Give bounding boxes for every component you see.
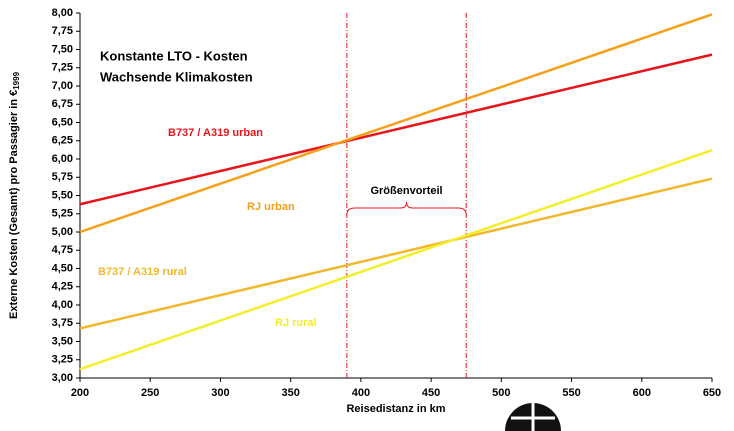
y-tick-label: 5,50	[52, 189, 73, 201]
x-tick-label: 600	[633, 387, 651, 399]
series-label: RJ urban	[247, 201, 295, 213]
series-line	[79, 149, 713, 371]
brace	[346, 201, 467, 216]
y-tick-label: 4,50	[52, 262, 73, 274]
y-tick-label: 6,50	[52, 116, 73, 128]
series-label: RJ rural	[275, 317, 317, 329]
x-tick-label: 500	[492, 387, 510, 399]
x-tick-label: 350	[281, 387, 299, 399]
chart-title: Konstante LTO - Kosten	[100, 48, 248, 63]
y-tick-label: 6,00	[52, 153, 73, 165]
x-tick-label: 300	[211, 387, 229, 399]
y-tick-label: 7,75	[52, 25, 73, 37]
logo	[505, 403, 561, 431]
x-tick-label: 200	[71, 387, 89, 399]
y-tick-label: 3,50	[52, 335, 73, 347]
x-tick-label: 550	[562, 387, 580, 399]
y-tick-label: 4,25	[52, 281, 73, 293]
series-line	[79, 53, 713, 206]
y-tick-label: 3,75	[52, 317, 73, 329]
y-tick-label: 4,75	[52, 244, 73, 256]
y-tick-label: 3,00	[52, 372, 73, 384]
y-tick-label: 5,75	[52, 171, 73, 183]
y-axis-label-sub: 1999	[12, 71, 21, 89]
series-label: B737 / A319 urban	[168, 127, 263, 139]
y-tick-label: 7,00	[52, 80, 73, 92]
x-tick-label: 250	[141, 387, 159, 399]
y-axis-label-main: Externe Kosten (Gesamt) pro Passagier in…	[8, 90, 20, 319]
y-axis-label: Externe Kosten (Gesamt) pro Passagier in…	[8, 71, 21, 319]
annotation: Größenvorteil	[370, 185, 442, 197]
y-tick-label: 7,25	[52, 62, 73, 74]
y-tick-label: 6,25	[52, 135, 73, 147]
y-tick-label: 7,50	[52, 43, 73, 55]
y-tick-label: 3,25	[52, 354, 73, 366]
x-axis-label: Reisedistanz in km	[346, 403, 445, 415]
y-tick-label: 4,00	[52, 299, 73, 311]
series-line	[79, 177, 713, 330]
series-line	[79, 13, 713, 234]
x-tick-label: 450	[422, 387, 440, 399]
x-tick-label: 400	[352, 387, 370, 399]
chart-title: Wachsende Klimakosten	[100, 69, 253, 84]
x-tick-label: 650	[703, 387, 721, 399]
y-tick-label: 8,00	[52, 7, 73, 19]
series-label: B737 / A319 rural	[98, 266, 187, 278]
y-tick-label: 5,25	[52, 208, 73, 220]
y-tick-label: 6,75	[52, 98, 73, 110]
y-tick-label: 5,00	[52, 226, 73, 238]
